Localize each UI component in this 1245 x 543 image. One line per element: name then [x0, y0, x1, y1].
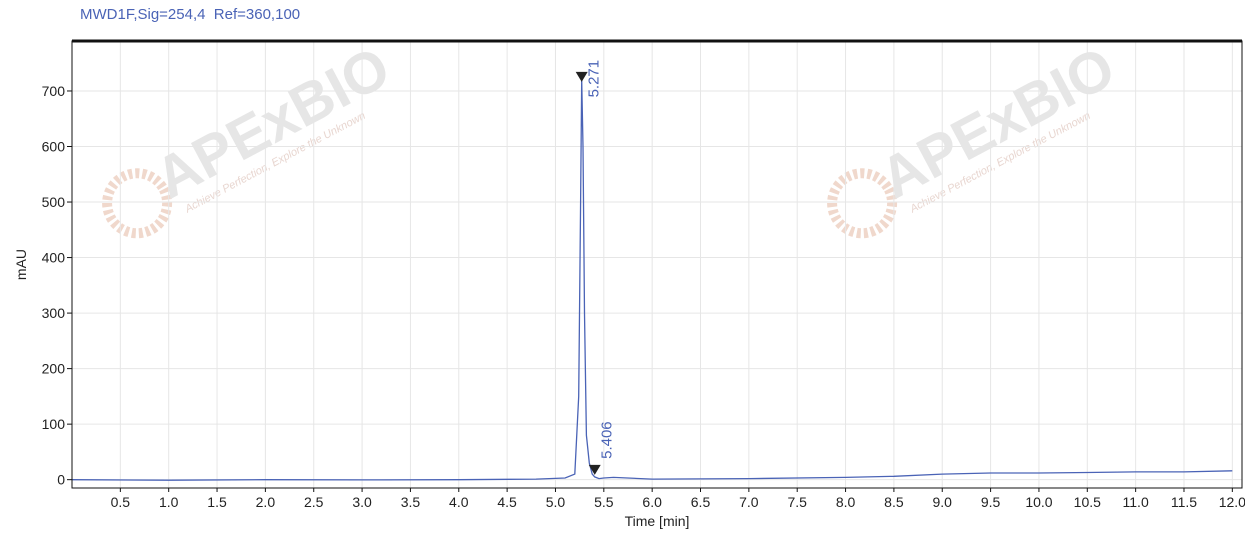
y-axis-ticks: 0 100 200 300 400 500 600 700 [42, 83, 72, 488]
x-tick-label: 8.5 [884, 494, 904, 510]
x-tick-label: 7.0 [739, 494, 759, 510]
x-tick-label: 6.0 [642, 494, 662, 510]
x-tick-label: 4.0 [449, 494, 469, 510]
chart-title: MWD1F,Sig=254,4 Ref=360,100 [80, 6, 301, 23]
x-tick-label: 11.5 [1171, 494, 1197, 510]
peak-label: 5.271 [586, 60, 603, 98]
x-tick-label: 9.0 [933, 494, 953, 510]
grid [72, 41, 1242, 488]
x-tick-label: 5.5 [594, 494, 614, 510]
x-axis-ticks: 0.5 1.0 1.5 2.0 2.5 3.0 3.5 4.0 4.5 5.0 5.5 6.0 6.5 7… [111, 488, 1245, 510]
y-tick-label: 100 [42, 416, 66, 432]
x-axis-label: Time [min] [625, 513, 690, 529]
x-tick-label: 12.0 [1219, 494, 1245, 510]
x-tick-label: 2.5 [304, 494, 324, 510]
x-tick-label: 9.5 [981, 494, 1001, 510]
x-tick-label: 5.0 [546, 494, 566, 510]
peak-annotations: 5.271 5.406 [575, 60, 616, 475]
x-tick-label: 0.5 [111, 494, 131, 510]
x-tick-label: 11.0 [1123, 494, 1149, 510]
peak-label: 5.406 [599, 421, 616, 459]
x-tick-label: 10.5 [1074, 494, 1101, 510]
x-tick-label: 1.0 [159, 494, 179, 510]
x-tick-label: 6.5 [691, 494, 711, 510]
peak-marker-icon [575, 71, 588, 82]
x-tick-label: 7.5 [787, 494, 807, 510]
y-tick-label: 500 [42, 194, 66, 210]
x-tick-label: 3.5 [401, 494, 421, 510]
y-tick-label: 0 [57, 472, 65, 488]
x-tick-label: 3.0 [352, 494, 372, 510]
watermark-logo-icon [102, 168, 173, 239]
x-tick-label: 8.0 [836, 494, 856, 510]
x-tick-label: 10.0 [1025, 494, 1052, 510]
x-tick-label: 1.5 [207, 494, 227, 510]
chromatogram-trace [71, 79, 1233, 481]
y-tick-label: 300 [42, 305, 66, 321]
y-tick-label: 600 [42, 139, 66, 155]
y-tick-label: 400 [42, 250, 66, 266]
y-tick-label: 700 [42, 83, 66, 99]
x-tick-label: 4.5 [497, 494, 517, 510]
x-tick-label: 2.0 [256, 494, 276, 510]
y-axis-label: mAU [13, 249, 29, 280]
peak-marker-icon [588, 464, 601, 475]
y-tick-label: 200 [42, 361, 66, 377]
